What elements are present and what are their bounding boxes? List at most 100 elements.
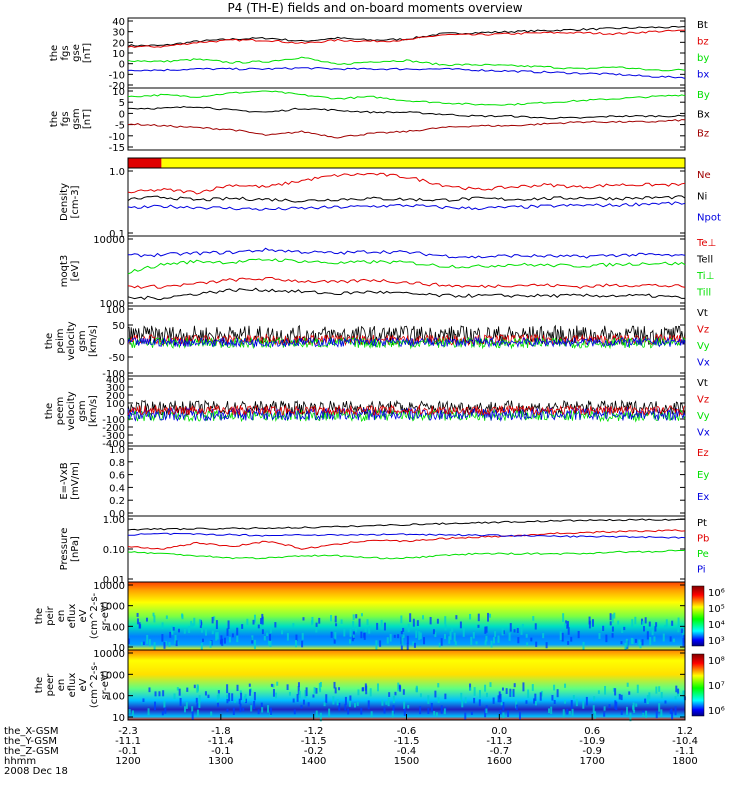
x-tick-label: -1.1 xyxy=(675,746,695,757)
x-tick-label: 1700 xyxy=(579,756,604,767)
legend-label: Bz xyxy=(697,129,709,140)
x-tick-label: -1.8 xyxy=(211,726,231,737)
x-tick-label: 1300 xyxy=(208,756,233,767)
series-line-bz xyxy=(127,29,686,48)
x-tick-label: -11.5 xyxy=(301,736,327,747)
panel-6 xyxy=(127,305,686,377)
y-axis-label: fgs xyxy=(60,45,71,60)
y-axis-label: [km/s] xyxy=(88,395,99,427)
x-tick-label: 1500 xyxy=(394,756,419,767)
legend-label: Npot xyxy=(697,213,721,224)
y-axis-label: [nT] xyxy=(82,109,93,129)
colorbar-tick-label: 10³ xyxy=(708,636,725,647)
mode-bar-segment xyxy=(161,158,686,168)
legend-label: Pi xyxy=(697,565,706,576)
legend-label: Vz xyxy=(697,325,709,336)
colorbar-tick-label: 10⁴ xyxy=(708,620,725,631)
y-tick-label: 50 xyxy=(112,321,125,332)
y-axis-label: gse xyxy=(71,44,82,62)
x-tick-label: -0.9 xyxy=(582,746,602,757)
panel-9 xyxy=(127,515,686,583)
y-tick-label: 1.0 xyxy=(109,167,125,178)
y-tick-label: -300 xyxy=(102,431,125,442)
x-tick-label: 1.2 xyxy=(677,726,693,737)
y-axis-label: [nT] xyxy=(82,43,93,63)
y-axis-label: eV xyxy=(78,609,89,622)
y-axis-label: en xyxy=(56,679,67,692)
y-tick-label: 10000 xyxy=(93,649,125,660)
y-tick-label: 0.6 xyxy=(109,471,125,482)
legend-label: Vz xyxy=(697,395,709,406)
x-tick-label: -10.9 xyxy=(579,736,605,747)
x-tick-label: -0.7 xyxy=(490,746,510,757)
series-line-Te⊥ xyxy=(127,277,686,289)
colorbar-tick-label: 10⁶ xyxy=(708,706,725,717)
legend-label: Ni xyxy=(697,191,707,202)
y-axis-label: [eV] xyxy=(70,261,81,282)
y-axis-label: the xyxy=(34,677,45,693)
series-line-Till xyxy=(127,258,686,275)
y-tick-label: 0.0 xyxy=(109,509,125,520)
y-axis-label: sr-eV) xyxy=(100,670,111,699)
panel-frame xyxy=(127,235,686,307)
figure-title: P4 (TH-E) fields and on-board moments ov… xyxy=(227,1,523,15)
y-axis-label: the xyxy=(49,111,60,127)
panel-4 xyxy=(127,167,686,237)
colorbar xyxy=(691,653,705,717)
series-trace-red xyxy=(127,403,686,417)
series-line-Pb xyxy=(127,529,686,550)
y-tick-label: 0.4 xyxy=(109,483,125,494)
panel-5 xyxy=(127,235,686,307)
x-row-label: the_Z-GSM xyxy=(4,746,59,757)
y-axis-label: Density xyxy=(59,183,70,221)
x-tick-label: 1200 xyxy=(115,756,140,767)
y-axis-label: [nPa] xyxy=(70,536,81,562)
y-tick-label: 10 xyxy=(112,87,125,98)
y-axis-label: Pressure xyxy=(59,528,70,571)
y-tick-label: 200 xyxy=(106,391,125,402)
legend-label: Pe xyxy=(697,549,709,560)
series-line-Pi xyxy=(128,532,686,539)
x-row-label: the_X-GSM xyxy=(4,726,58,737)
legend-label: Ti⊥ xyxy=(696,271,714,282)
y-tick-label: 0 xyxy=(119,60,125,71)
x-tick-label: -11.1 xyxy=(115,736,141,747)
series-line-Pt xyxy=(127,518,686,531)
y-axis-label: (cm^2-s- xyxy=(89,592,100,639)
legend-label: Vx xyxy=(697,358,710,369)
x-tick-label: 0.0 xyxy=(491,726,507,737)
x-tick-label: -2.3 xyxy=(118,726,138,737)
mode-bar-segment xyxy=(128,158,162,168)
legend-label: Vt xyxy=(697,308,708,319)
y-tick-label: 0.1 xyxy=(109,229,125,240)
legend-label: Vy xyxy=(697,411,710,422)
x-row-label: the_Y-GSM xyxy=(4,736,57,747)
y-axis-label: (cm^2-s- xyxy=(89,661,100,708)
y-tick-label: 300 xyxy=(106,383,125,394)
y-tick-label: -20 xyxy=(109,81,125,92)
y-axis-label: eflux xyxy=(67,604,78,629)
x-tick-label: 0.6 xyxy=(584,726,600,737)
y-tick-label: 0.01 xyxy=(103,575,125,586)
y-tick-label: 30 xyxy=(112,28,125,39)
legend-label: Pt xyxy=(697,518,707,529)
series-trace-red xyxy=(127,333,686,347)
y-tick-label: 0.8 xyxy=(109,458,125,469)
y-axis-label: peim xyxy=(55,328,66,353)
panel-11 xyxy=(127,649,705,722)
series-line-Npot xyxy=(127,201,686,211)
legend-label: Ez xyxy=(697,448,709,459)
legend-label: By xyxy=(697,90,710,101)
colorbar-tick-label: 10⁵ xyxy=(708,604,725,615)
colorbar-tick-label: 10⁸ xyxy=(708,656,725,667)
x-tick-label: -11.3 xyxy=(486,736,512,747)
y-tick-label: 40 xyxy=(112,17,125,28)
y-axis-label: gsm xyxy=(77,400,88,421)
spectrogram-image xyxy=(128,650,685,720)
x-tick-label: -11.5 xyxy=(394,736,420,747)
y-axis-label: [mV/m] xyxy=(70,462,81,500)
panel-8 xyxy=(127,445,686,517)
panel-frame xyxy=(127,445,686,517)
panel-1 xyxy=(127,17,686,89)
